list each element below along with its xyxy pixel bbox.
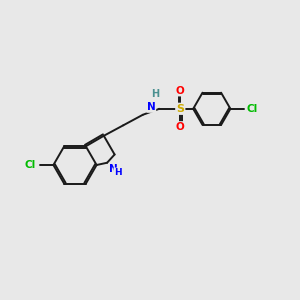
Text: H: H	[151, 89, 159, 99]
Text: O: O	[176, 86, 185, 96]
Text: N: N	[109, 164, 117, 174]
Text: S: S	[176, 104, 184, 114]
Text: Cl: Cl	[247, 104, 258, 114]
Text: N: N	[147, 102, 156, 112]
Text: Cl: Cl	[24, 160, 35, 170]
Text: O: O	[176, 122, 185, 132]
Text: H: H	[114, 168, 122, 177]
